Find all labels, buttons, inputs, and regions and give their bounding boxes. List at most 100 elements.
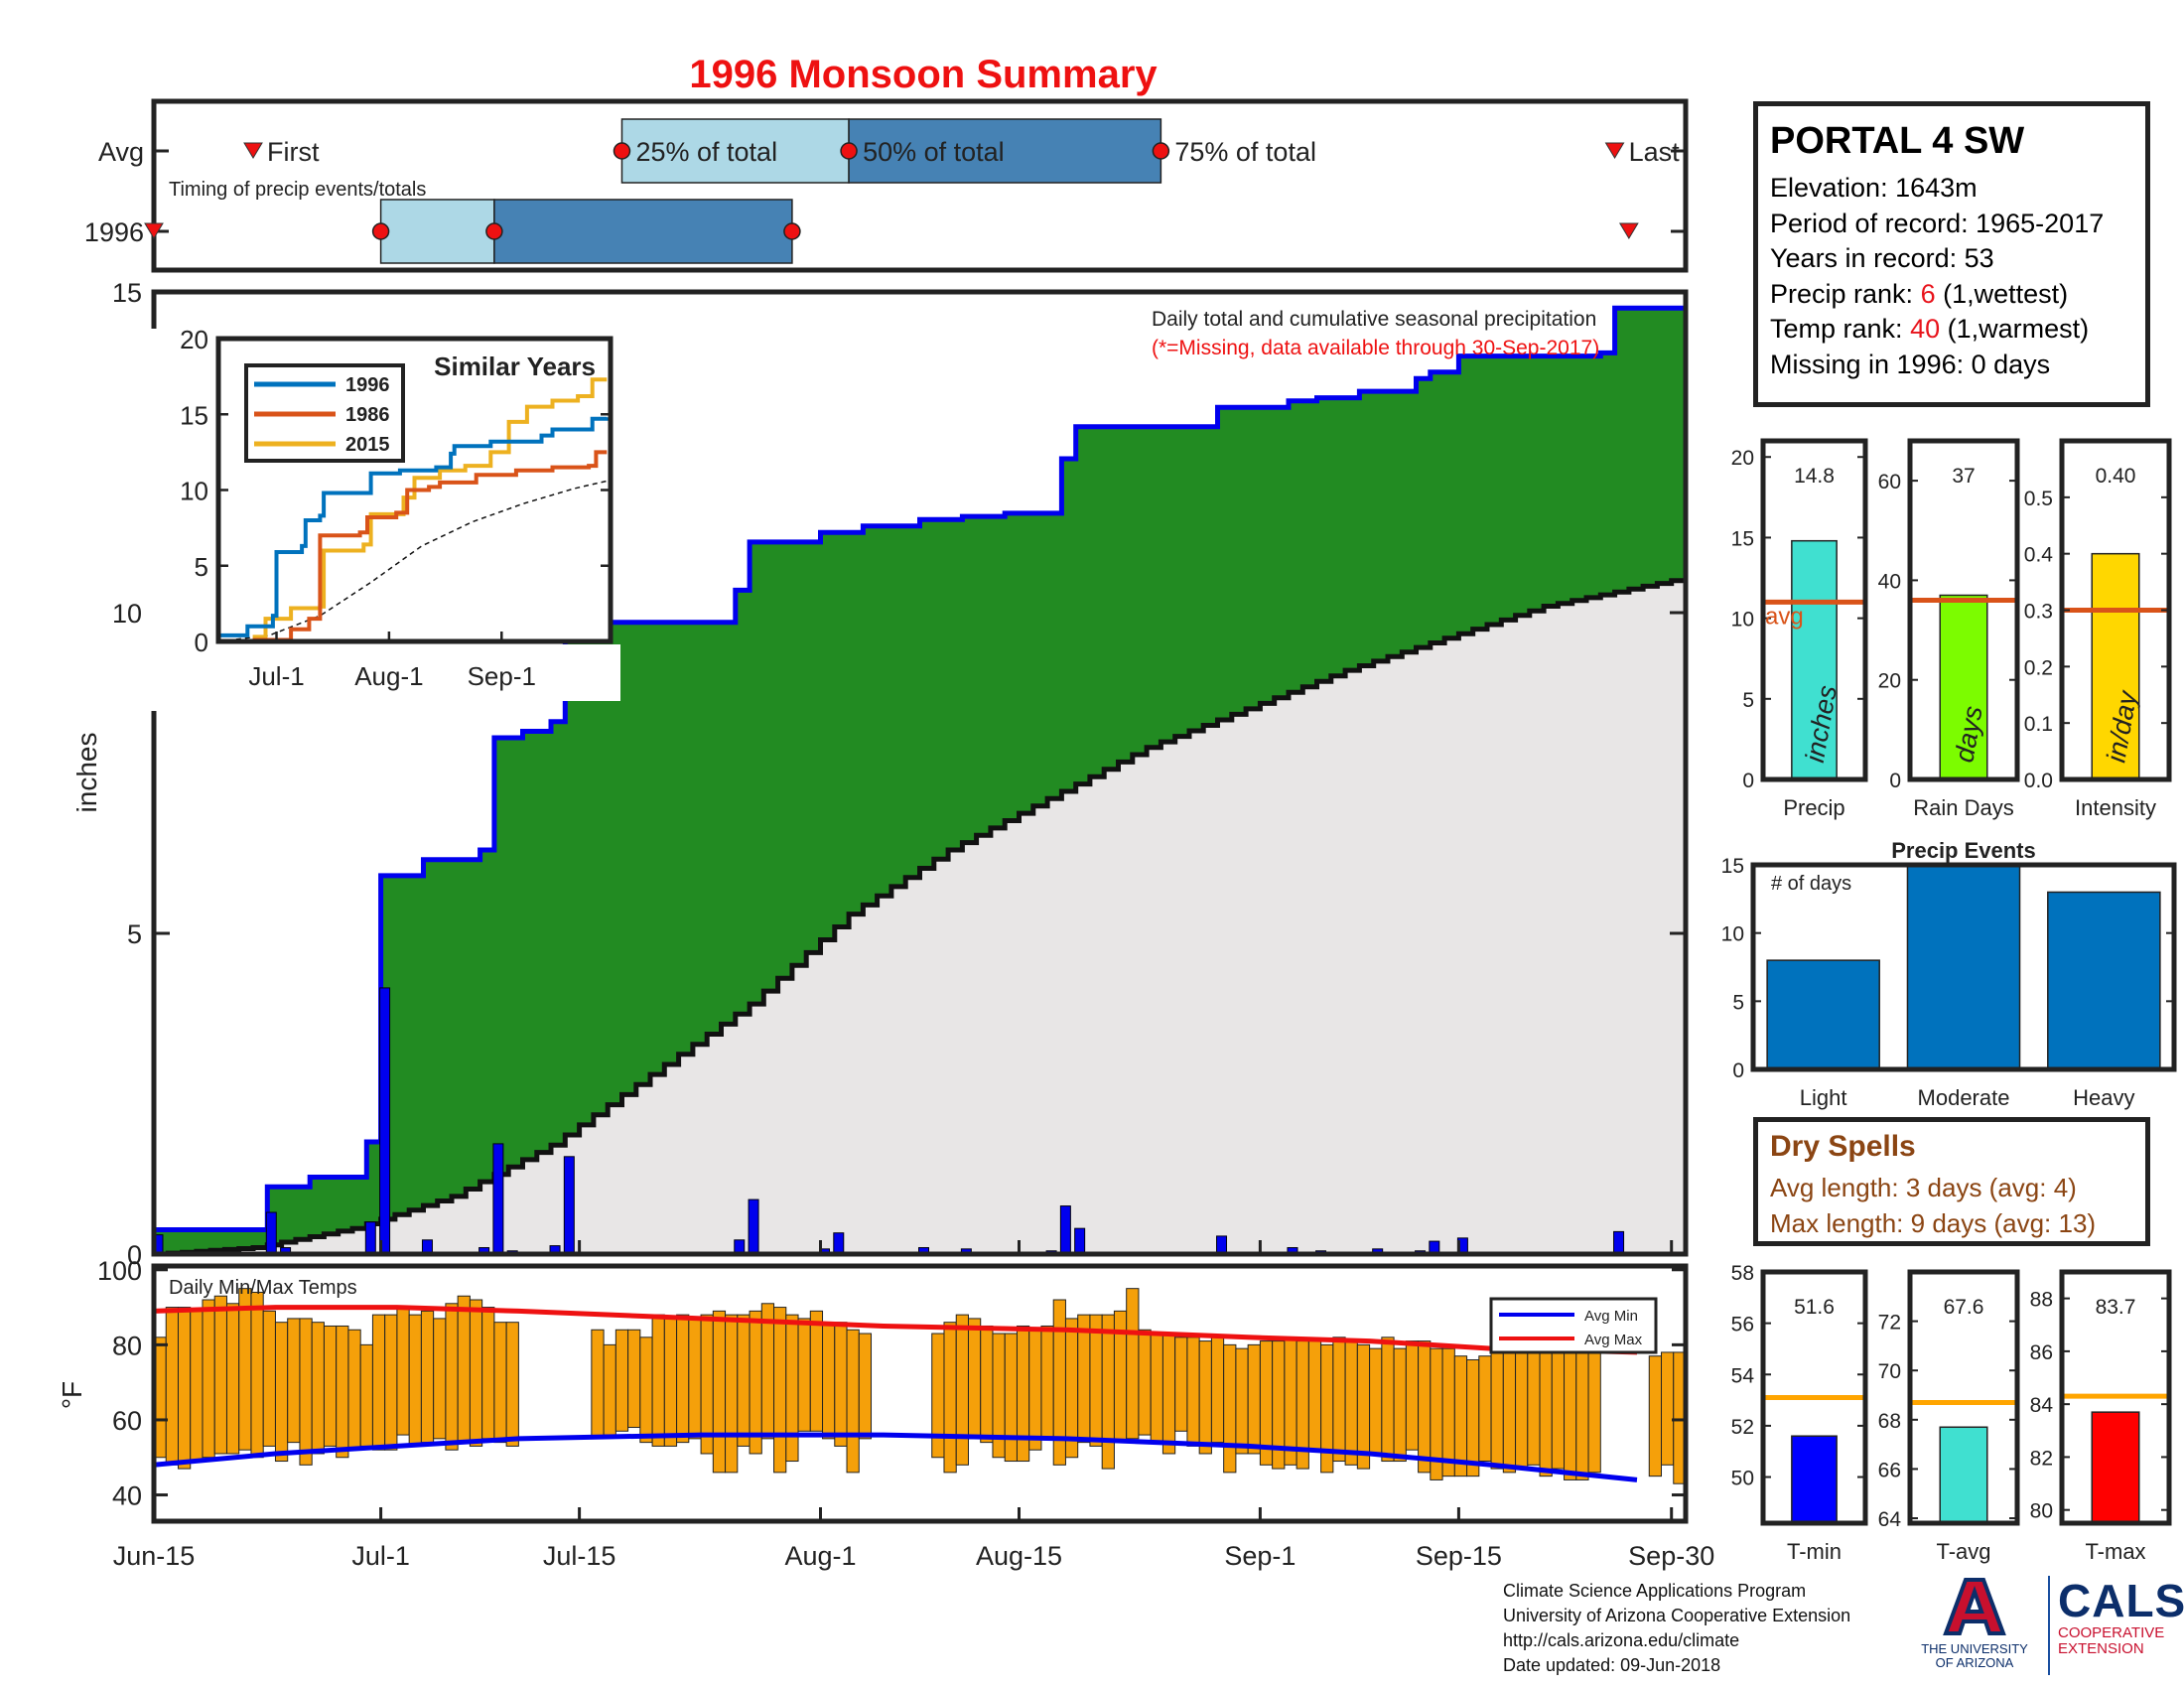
temp-range-bar bbox=[238, 1288, 252, 1451]
timing-first-label: First bbox=[267, 137, 320, 167]
temp-range-bar bbox=[1247, 1343, 1261, 1455]
small-ytick-label: 58 bbox=[1731, 1262, 1754, 1285]
temp-range-bar bbox=[591, 1329, 605, 1440]
temp-range-bar bbox=[785, 1314, 799, 1463]
precip-rank-suffix: (1,wettest) bbox=[1935, 278, 2069, 309]
date-tick-label: Sep-1 bbox=[1224, 1541, 1296, 1571]
small-ytick-label: 10 bbox=[1731, 609, 1754, 632]
small-frame bbox=[1760, 438, 1868, 782]
ua-line-1: THE UNIVERSITY bbox=[1921, 1641, 2028, 1656]
timing-box-q1 bbox=[379, 199, 495, 264]
temp-range-bar bbox=[1028, 1329, 1042, 1451]
daily-precip-bar bbox=[833, 1232, 845, 1255]
inset-legend-label: 1986 bbox=[345, 404, 390, 426]
temp-range-bar bbox=[603, 1343, 616, 1436]
dry-spells-title: Dry Spells bbox=[1770, 1130, 1916, 1163]
date-tick-label: Jul-1 bbox=[351, 1541, 410, 1571]
small-ytick-label: 60 bbox=[1878, 471, 1901, 493]
temp-range-bar bbox=[165, 1307, 179, 1466]
daily-precip-bar bbox=[563, 1156, 575, 1255]
small-ytick-label: 0.5 bbox=[2024, 488, 2053, 510]
temp-range-bar bbox=[1369, 1347, 1383, 1455]
temp-range-bar bbox=[931, 1333, 945, 1459]
small-ytick-label: 64 bbox=[1878, 1508, 1902, 1531]
main-ylabel: inches bbox=[71, 733, 102, 813]
daily-precip-bar bbox=[265, 1211, 277, 1255]
timing-panel: Avg First 25% of total 50% of total 75% of t… bbox=[84, 98, 1689, 273]
events-inner-label: # of days bbox=[1771, 873, 1851, 895]
temps-ylabel: °F bbox=[57, 1381, 87, 1409]
temp-range-bar bbox=[676, 1314, 690, 1444]
temp-range-bar bbox=[712, 1310, 727, 1474]
temp-range-bar bbox=[627, 1329, 641, 1429]
temp-range-bar bbox=[1502, 1351, 1517, 1474]
inset-xtick-label: Jul-1 bbox=[248, 661, 304, 691]
credit-line-4: Date updated: 09-Jun-2018 bbox=[1503, 1655, 1721, 1675]
temp-range-bar bbox=[384, 1314, 398, 1451]
temp-range-bar bbox=[1332, 1336, 1346, 1463]
timing-dot bbox=[783, 222, 801, 240]
temp-range-bar bbox=[858, 1333, 873, 1440]
small-ytick-label: 0.2 bbox=[2024, 656, 2053, 679]
temp-range-bar bbox=[663, 1318, 678, 1447]
timing-marker bbox=[1604, 142, 1625, 159]
temps-ytick-label: 100 bbox=[97, 1256, 142, 1286]
temp-range-bar bbox=[1564, 1351, 1577, 1480]
temp-range-bar bbox=[1210, 1336, 1225, 1444]
temp-range-bar bbox=[1551, 1351, 1566, 1470]
temp-range-bar bbox=[1138, 1329, 1152, 1436]
events-category-label: Heavy bbox=[2073, 1085, 2134, 1110]
temp-range-bar bbox=[1174, 1336, 1188, 1432]
temp-range-bar bbox=[347, 1329, 361, 1451]
temp-rank: Temp rank: 40 (1,warmest) bbox=[1770, 312, 2133, 348]
temp-range-bar bbox=[639, 1336, 653, 1444]
small-value-label: 51.6 bbox=[1794, 1296, 1835, 1319]
temp-range-bar bbox=[1527, 1347, 1541, 1466]
events-bar bbox=[1766, 959, 1880, 1070]
credit-line-2: University of Arizona Cooperative Extens… bbox=[1503, 1606, 1851, 1625]
temp-range-bar bbox=[1418, 1340, 1432, 1474]
temp-range-bar bbox=[274, 1322, 289, 1463]
cumulative-1996-line bbox=[154, 305, 1686, 1232]
small-ytick-label: 70 bbox=[1878, 1360, 1901, 1383]
events-bar bbox=[1906, 864, 2021, 1070]
daily-precip-bar bbox=[1216, 1235, 1228, 1255]
temp-range-bar bbox=[1453, 1355, 1468, 1477]
temp-range-bar bbox=[323, 1325, 338, 1447]
small-frame bbox=[1907, 438, 2020, 782]
small-ytick-label: 52 bbox=[1731, 1416, 1754, 1439]
temp-range-bar bbox=[371, 1314, 386, 1451]
temp-range-bar bbox=[1223, 1343, 1237, 1474]
timing-dot bbox=[485, 222, 503, 240]
small-category-label: Intensity bbox=[2075, 795, 2156, 820]
temp-rank-label: Temp rank: bbox=[1770, 314, 1911, 344]
ua-logo: THE UNIVERSITY OF ARIZONA bbox=[1916, 1576, 2033, 1675]
temp-range-bar bbox=[1381, 1336, 1395, 1463]
daily-precip-bar bbox=[1059, 1205, 1071, 1255]
temp-range-bar bbox=[1101, 1314, 1115, 1470]
temp-range-bar bbox=[420, 1310, 435, 1444]
small-ytick-label: 0.4 bbox=[2024, 544, 2054, 567]
small-frame bbox=[1907, 1269, 2020, 1526]
small-value-bar bbox=[1791, 539, 1838, 780]
small-ytick-label: 20 bbox=[1878, 670, 1901, 693]
small-ytick-label: 72 bbox=[1878, 1312, 1901, 1335]
missing-note: (*=Missing, data available through 30-Se… bbox=[1152, 337, 1599, 359]
timing-dot bbox=[613, 142, 631, 160]
small-value-bar bbox=[2091, 552, 2140, 780]
temp-range-bar bbox=[809, 1310, 824, 1432]
temp-range-bar bbox=[614, 1329, 629, 1432]
temps-legend bbox=[1489, 1297, 1658, 1354]
temp-range-bar bbox=[1344, 1340, 1358, 1466]
temp-range-bar bbox=[967, 1318, 982, 1440]
small-category-label: T-min bbox=[1787, 1539, 1842, 1564]
date-tick-label: Jun-15 bbox=[113, 1541, 196, 1571]
small-value-bar bbox=[2091, 1411, 2140, 1524]
timing-75-label: 75% of total bbox=[1174, 137, 1316, 167]
temp-range-bar bbox=[225, 1303, 240, 1455]
temp-range-bar bbox=[1587, 1343, 1601, 1474]
temp-range-bar bbox=[1016, 1325, 1030, 1463]
legend-label-max: Avg Max bbox=[1584, 1332, 1643, 1348]
temps-title: Daily Min/Max Temps bbox=[169, 1277, 357, 1299]
